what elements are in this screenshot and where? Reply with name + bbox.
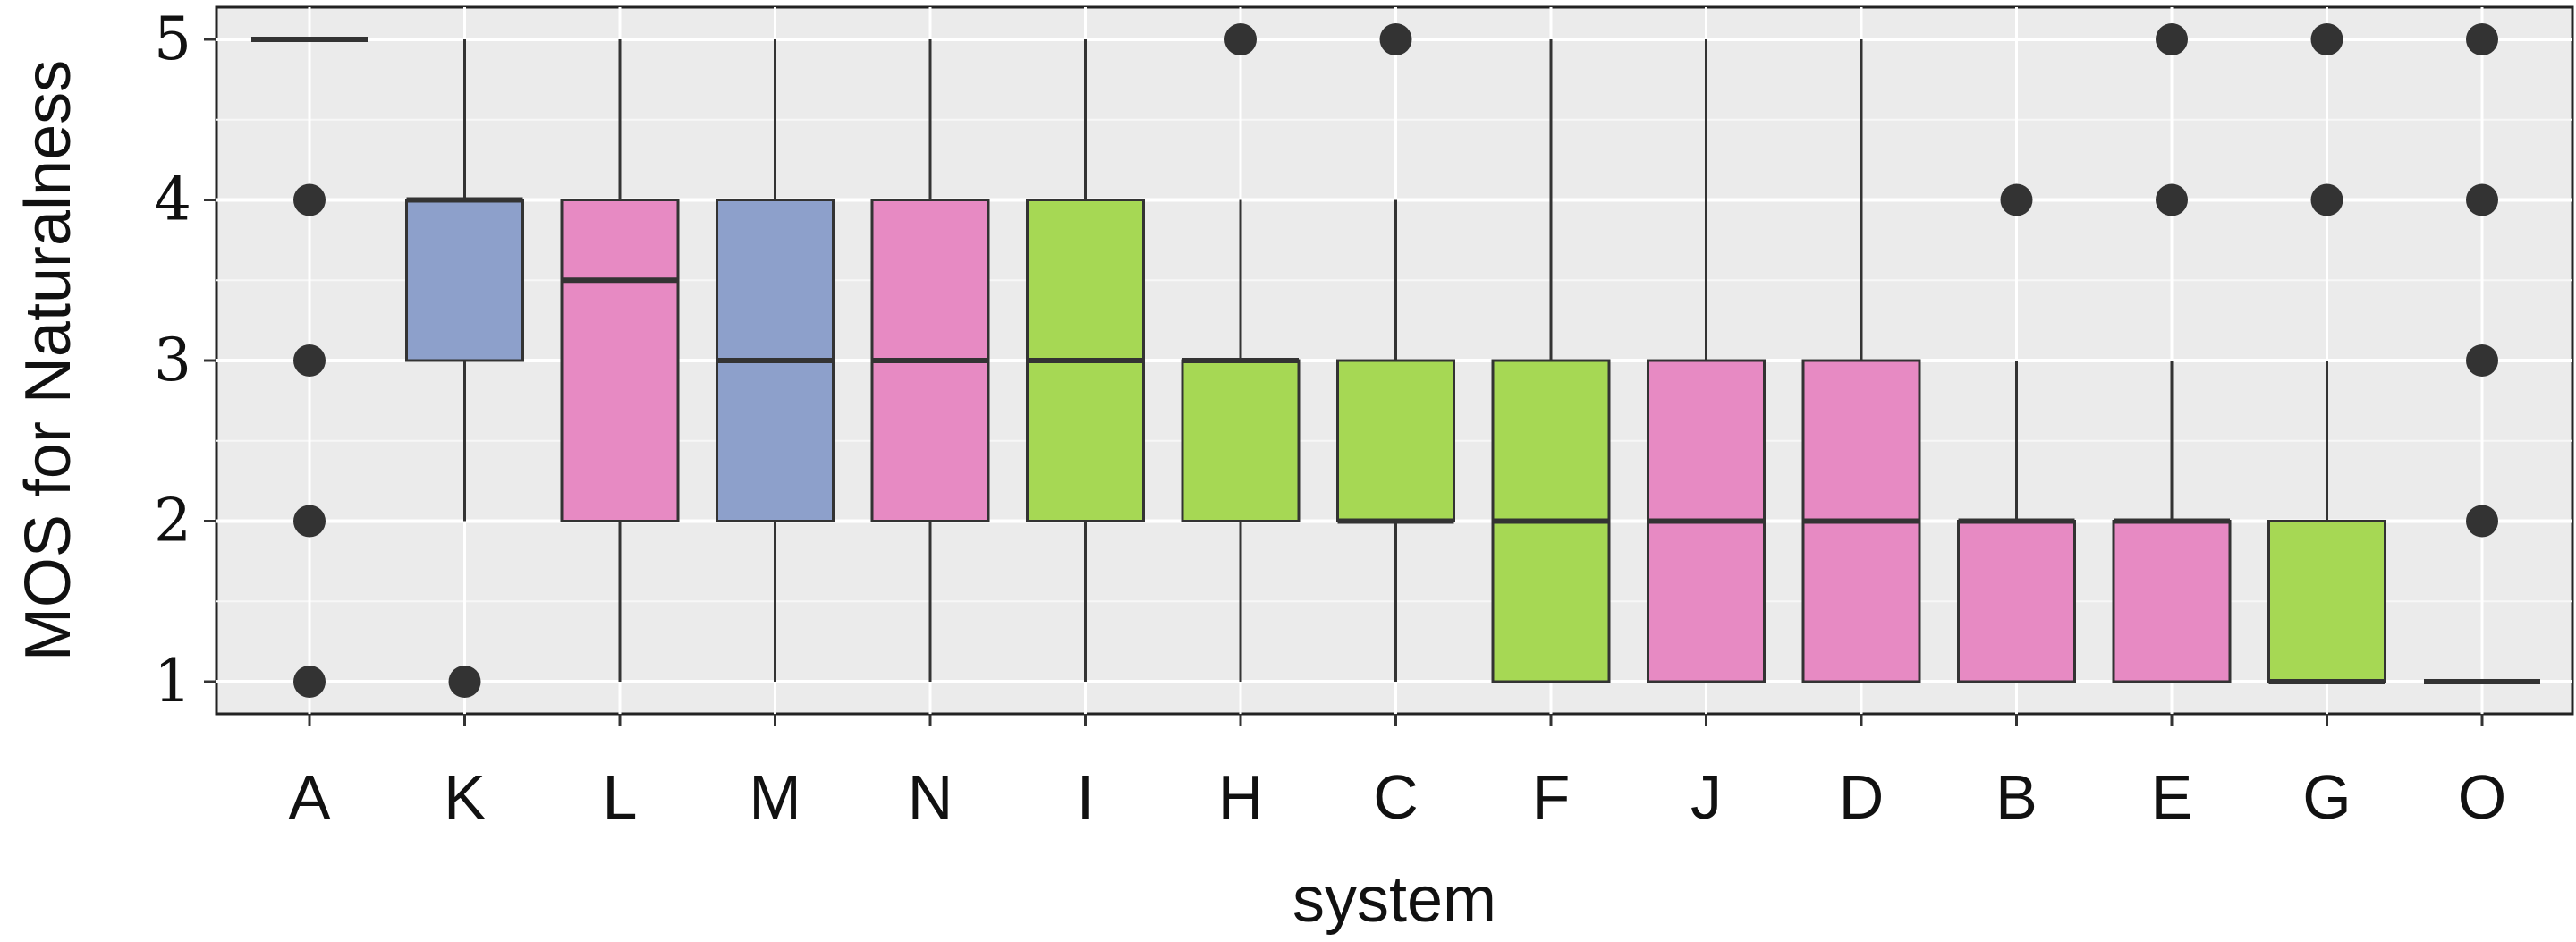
box-group-m [716,39,835,682]
box-group-g [2267,23,2386,684]
box-group-h [1181,23,1301,682]
box-group-c [1336,23,1455,682]
outlier-point [1379,23,1412,55]
box [2267,520,2386,683]
x-tick-label: A [289,762,331,832]
x-tick-label: K [444,762,486,832]
box [405,199,524,362]
outlier-point [2466,344,2498,377]
box-group-b [1957,183,2076,683]
outlier-point [2000,183,2033,216]
box-group-j [1647,39,1766,683]
x-tick-label: E [2151,762,2193,832]
outlier-point [293,666,326,698]
x-tick-label: I [1077,762,1094,832]
boxes-layer [251,23,2540,698]
box-group-a [251,37,368,698]
outlier-point [448,666,481,698]
box-group-k [405,39,524,698]
x-tick-label: H [1218,762,1264,832]
box-group-o [2424,23,2540,684]
box-group-e [2112,23,2232,683]
x-tick-label: M [749,762,801,832]
outlier-point [2466,183,2498,216]
x-tick-label: J [1690,762,1722,832]
box-group-f [1491,39,1611,683]
box [1957,520,2076,683]
y-tick-label: 1 [154,647,191,716]
y-tick-label: 4 [154,165,191,234]
x-tick-label: O [2458,762,2506,832]
box-group-d [1801,39,1921,683]
y-axis-title: MOS for Naturalness [13,60,84,661]
box [1336,359,1455,522]
box [1181,359,1301,522]
box-group-l [560,39,680,682]
outlier-point [293,183,326,216]
outlier-point [2156,183,2188,216]
outlier-point [2466,23,2498,55]
outlier-point [1224,23,1257,55]
y-axis: 1 2 3 4 5 [154,4,216,716]
box-group-i [1026,39,1145,682]
outlier-point [293,344,326,377]
x-tick-label: G [2302,762,2351,832]
x-tick-label: L [603,762,638,832]
x-tick-label: F [1532,762,1571,832]
y-tick-label: 3 [154,326,191,395]
x-tick-label: C [1373,762,1419,832]
y-tick-label: 2 [154,487,191,556]
x-tick-label: D [1839,762,1885,832]
box-group-n [870,39,990,682]
outlier-point [2310,23,2343,55]
outlier-point [2310,183,2343,216]
x-tick-label: B [1996,762,2038,832]
y-tick-label: 5 [154,4,191,73]
x-tick-label: N [908,762,953,832]
box [2112,520,2232,683]
outlier-point [2156,23,2188,55]
outlier-point [2466,505,2498,538]
box [560,199,680,522]
outlier-point [293,505,326,538]
x-axis-title: system [1292,864,1496,936]
